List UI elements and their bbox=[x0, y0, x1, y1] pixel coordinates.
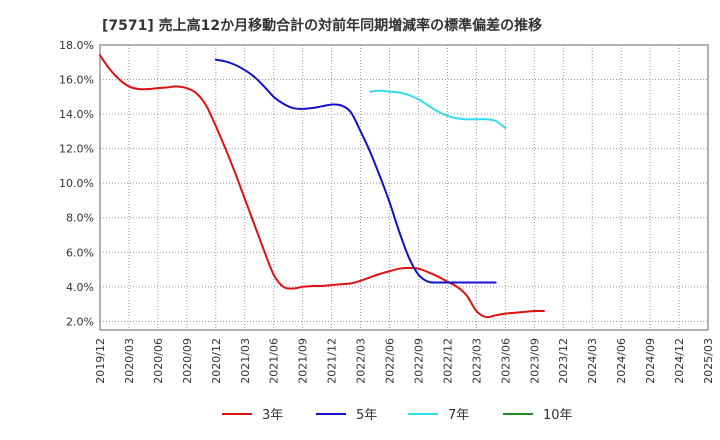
x-tick-label: 2023/03 bbox=[470, 338, 483, 384]
x-tick-label: 2024/06 bbox=[615, 338, 628, 384]
x-tick-label: 2021/03 bbox=[239, 338, 252, 384]
y-tick-label: 10.0% bbox=[59, 177, 94, 190]
series-line-1 bbox=[214, 58, 497, 284]
x-tick-label: 2024/12 bbox=[673, 338, 686, 384]
legend: 3年 5年 7年 10年 bbox=[222, 408, 573, 423]
x-tick-label: 2020/06 bbox=[152, 338, 165, 384]
chart-title: [7571] 売上高12か月移動合計の対前年同期増減率の標準偏差の推移 bbox=[102, 17, 542, 34]
x-tick-label: 2024/03 bbox=[586, 338, 599, 384]
grid-layer bbox=[100, 44, 708, 330]
plot-area-frame bbox=[99, 44, 709, 331]
y-tick-label: 16.0% bbox=[59, 74, 94, 87]
y-tick-label: 18.0% bbox=[59, 39, 94, 52]
x-axis: 2019/12 2020/03 2020/06 2020/09 2020/12 2021/… bbox=[94, 338, 715, 384]
x-tick-label: 2023/12 bbox=[557, 338, 570, 384]
y-tick-label: 6.0% bbox=[66, 246, 94, 259]
legend-label-2: 7年 bbox=[448, 408, 469, 423]
y-tick-label: 12.0% bbox=[59, 143, 94, 156]
y-tick-label: 14.0% bbox=[59, 108, 94, 121]
x-tick-label: 2020/12 bbox=[210, 338, 223, 384]
x-tick-label: 2021/06 bbox=[268, 338, 281, 384]
x-tick-label: 2024/09 bbox=[644, 338, 657, 384]
y-tick-label: 8.0% bbox=[66, 212, 94, 225]
x-tick-label: 2021/09 bbox=[297, 338, 310, 384]
x-tick-label: 2020/09 bbox=[181, 338, 194, 384]
x-tick-label: 2025/03 bbox=[702, 338, 715, 384]
legend-label-1: 5年 bbox=[356, 408, 377, 423]
x-tick-label: 2020/03 bbox=[123, 338, 136, 384]
x-tick-label: 2023/06 bbox=[499, 338, 512, 384]
x-tick-label: 2022/03 bbox=[355, 338, 368, 384]
x-tick-label: 2022/12 bbox=[441, 338, 454, 384]
legend-label-3: 10年 bbox=[543, 408, 573, 423]
y-tick-label: 4.0% bbox=[66, 281, 94, 294]
x-tick-label: 2022/09 bbox=[412, 338, 425, 384]
x-tick-label: 2019/12 bbox=[94, 338, 107, 384]
x-tick-label: 2023/09 bbox=[528, 338, 541, 384]
series-line-2 bbox=[369, 89, 507, 129]
series-line-0 bbox=[99, 54, 545, 319]
y-tick-label: 2.0% bbox=[66, 315, 94, 328]
y-axis: 2.0% 4.0% 6.0% 8.0% 10.0% 12.0% 14.0% 16.0% 18.0… bbox=[59, 39, 94, 328]
series-layer bbox=[99, 54, 545, 319]
x-tick-label: 2022/06 bbox=[384, 338, 397, 384]
legend-label-0: 3年 bbox=[262, 408, 283, 423]
x-tick-label: 2021/12 bbox=[326, 338, 339, 384]
